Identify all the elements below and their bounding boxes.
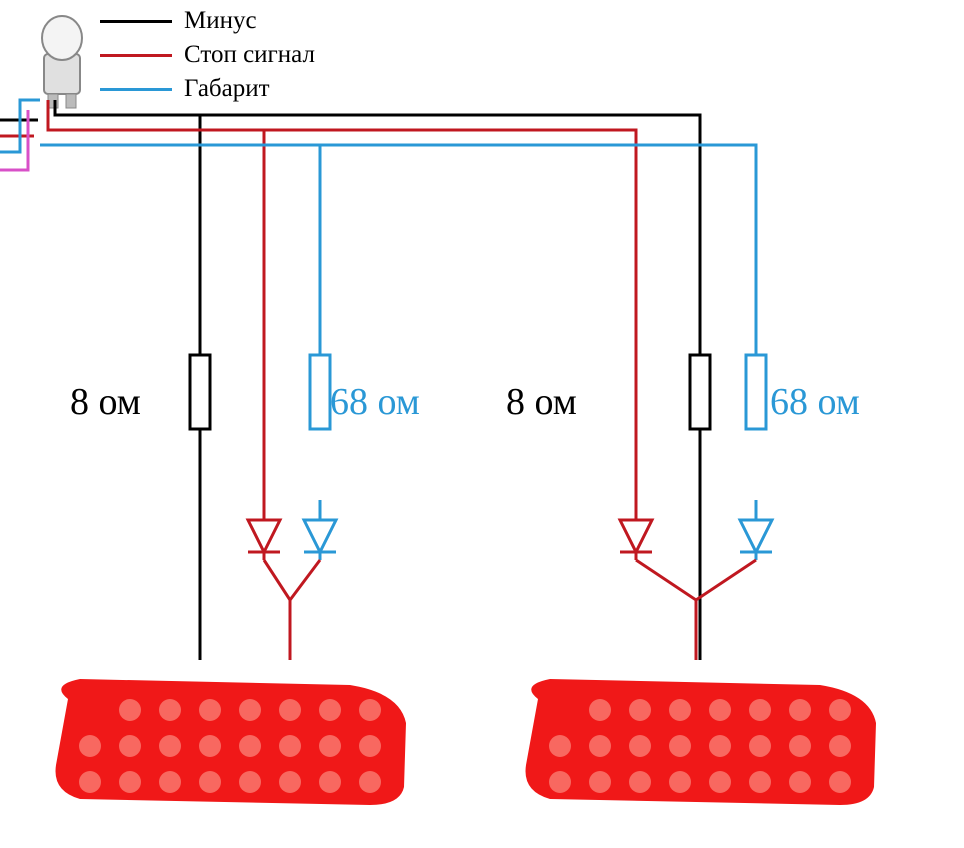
legend: Минус Стоп сигнал Габарит [100, 4, 315, 106]
wire-red [48, 100, 636, 500]
legend-swatch [100, 54, 172, 57]
resistor-label: 8 ом [506, 380, 577, 424]
diode [620, 520, 652, 552]
diode [740, 520, 772, 552]
resistor-label: 68 ом [330, 380, 420, 424]
legend-swatch [100, 88, 172, 91]
diode [304, 520, 336, 552]
legend-label: Минус [184, 7, 257, 35]
legend-row: Габарит [100, 72, 315, 106]
legend-row: Стоп сигнал [100, 38, 315, 72]
bulb-icon [42, 16, 82, 108]
resistor [190, 355, 210, 429]
wiring-diagram [0, 0, 964, 848]
resistor [310, 355, 330, 429]
resistor-label: 68 ом [770, 380, 860, 424]
resistor-label: 8 ом [70, 380, 141, 424]
legend-row: Минус [100, 4, 315, 38]
wire-blue [40, 145, 756, 420]
legend-label: Габарит [184, 75, 270, 103]
diode [248, 520, 280, 552]
resistor [690, 355, 710, 429]
led-pad [56, 679, 407, 805]
legend-swatch [100, 20, 172, 23]
legend-label: Стоп сигнал [184, 41, 315, 69]
wire-blue [0, 100, 40, 152]
led-pad [526, 679, 877, 805]
resistor [746, 355, 766, 429]
